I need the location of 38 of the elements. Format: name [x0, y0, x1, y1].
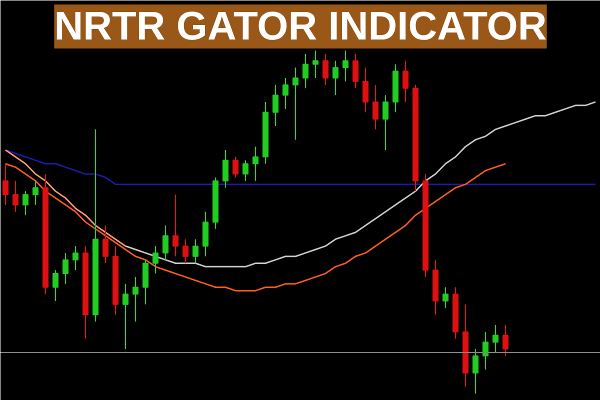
candlestick [402, 60, 408, 102]
candlestick [162, 225, 168, 260]
candlestick [102, 225, 108, 264]
candlestick [52, 270, 58, 302]
candlestick [252, 146, 258, 182]
candlestick [272, 84, 278, 126]
candlestick [282, 77, 288, 110]
candlestick [502, 324, 508, 356]
candlestick [172, 194, 178, 257]
candlestick [232, 156, 238, 178]
candlestick [352, 53, 358, 89]
candlestick [62, 252, 68, 284]
candlestick [472, 348, 478, 394]
candlestick [342, 50, 348, 82]
candlestick [382, 94, 388, 151]
candlestick [122, 283, 128, 350]
candlestick [312, 50, 318, 78]
candlestick [32, 180, 38, 206]
candlestick [442, 286, 448, 308]
candlestick [132, 276, 138, 322]
candlestick [22, 190, 28, 216]
candlestick [292, 67, 298, 140]
candlestick [492, 324, 498, 353]
candlestick [482, 331, 488, 370]
candlestick [242, 160, 248, 182]
candlestick [152, 246, 158, 274]
candlestick [182, 238, 188, 264]
candlestick [322, 53, 328, 86]
candlestick [222, 150, 228, 188]
candlestick [362, 67, 368, 113]
candlestick [2, 163, 8, 206]
candlestick [302, 53, 308, 89]
candlestick [372, 84, 378, 130]
chart-title: NRTR GATOR INDICATOR [54, 4, 547, 48]
candlestick [192, 238, 198, 264]
candlestick [332, 60, 338, 96]
candlestick [12, 180, 18, 212]
candlestick [72, 246, 78, 271]
